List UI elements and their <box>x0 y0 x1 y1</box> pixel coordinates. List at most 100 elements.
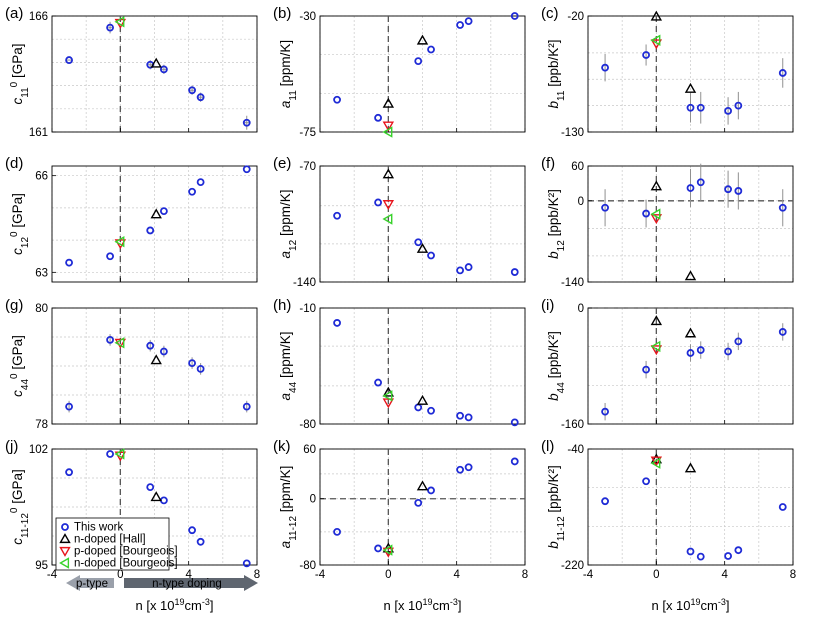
panel-i: 0 -160 (i) b44 [ppb/K²] <box>541 297 794 431</box>
y-tick-label: -130 <box>561 127 584 139</box>
data-point-this-work <box>601 203 609 212</box>
y-axis-label: c110 [GPa] <box>9 44 31 105</box>
data-point-hall <box>150 491 162 502</box>
data-point-this-work <box>374 113 382 122</box>
data-point-this-work <box>159 65 168 74</box>
data-point-this-work <box>464 413 473 422</box>
data-point-n-bourgeois <box>114 236 125 248</box>
panel-label: (b) <box>273 5 291 22</box>
data-point-this-work <box>242 559 251 568</box>
data-point-hall <box>416 242 429 253</box>
panel-d: 66 63 (d) c120 [GPa] <box>5 155 258 283</box>
data-point-this-work <box>106 450 114 458</box>
data-point-n-bourgeois <box>650 340 661 353</box>
plot-frame <box>319 307 526 425</box>
data-point-this-work <box>242 402 251 411</box>
data-point-this-work <box>414 498 423 507</box>
y-tick-label: 63 <box>35 267 48 279</box>
legend-marker-p-bourgeois <box>59 546 71 557</box>
data-point-this-work <box>196 364 205 373</box>
y-tick-label: 60 <box>571 161 584 173</box>
data-point-this-work <box>414 403 423 412</box>
y-tick-label: -10 <box>299 303 316 315</box>
y-tick-label: -20 <box>567 11 584 23</box>
data-point-n-bourgeois <box>650 34 661 46</box>
data-point-this-work <box>188 526 196 535</box>
plot-frame <box>319 448 526 566</box>
data-point-this-work <box>696 346 705 354</box>
legend-marker-hall <box>59 533 71 544</box>
y-tick-label: 95 <box>35 560 48 572</box>
panel-label: (e) <box>273 155 291 172</box>
plot-frame <box>319 165 526 283</box>
data-point-this-work <box>734 337 743 346</box>
data-point-this-work <box>778 69 787 77</box>
x-tick-label: -4 <box>315 569 326 581</box>
y-tick-label: -140 <box>293 277 316 289</box>
data-point-this-work <box>414 238 423 247</box>
data-point-hall <box>650 315 663 326</box>
data-point-this-work <box>146 226 155 235</box>
data-point-hall <box>416 480 429 491</box>
legend-label: p-doped [Bourgeois] <box>74 546 178 558</box>
data-point-n-bourgeois <box>382 213 393 225</box>
x-tick-label: 0 <box>653 569 659 581</box>
data-point-this-work <box>464 263 473 271</box>
y-tick-label: -30 <box>299 11 316 23</box>
plot-frame <box>51 307 258 425</box>
data-point-this-work <box>106 335 114 344</box>
data-point-this-work <box>464 17 473 26</box>
data-point-hall <box>684 327 697 338</box>
y-tick-label: -75 <box>299 127 316 139</box>
data-point-this-work <box>196 537 205 546</box>
data-point-hall <box>150 354 162 365</box>
data-point-p-bourgeois <box>114 451 127 462</box>
data-point-p-bourgeois <box>382 200 395 211</box>
y-tick-label: -40 <box>567 444 584 456</box>
data-point-this-work <box>414 57 423 66</box>
x-axis-label: n [x 1019cm-3] <box>651 597 729 613</box>
data-point-this-work <box>696 178 705 187</box>
y-tick-label: 78 <box>35 419 48 431</box>
data-point-this-work <box>146 341 155 350</box>
legend-label: This work <box>74 522 123 534</box>
data-point-this-work <box>333 527 341 536</box>
y-axis-label: c11-120 [GPa] <box>9 469 31 544</box>
data-point-this-work <box>456 266 464 275</box>
data-point-this-work <box>242 118 251 127</box>
y-tick-label: 0 <box>578 303 584 315</box>
y-axis-label: b44 [ppb/K²] <box>546 331 567 401</box>
data-point-this-work <box>196 178 205 187</box>
panel-g: 80 78 (g) c440 [GPa] <box>5 297 258 431</box>
y-tick-label: 102 <box>29 444 48 456</box>
x-tick-label: 8 <box>254 569 260 581</box>
y-tick-label: 66 <box>35 171 48 183</box>
data-point-hall <box>416 394 429 405</box>
plot-frame <box>587 448 794 566</box>
data-point-this-work <box>374 198 382 207</box>
arrow-left-label: p-type <box>76 578 108 590</box>
data-point-this-work <box>427 406 435 415</box>
data-point-this-work <box>734 546 743 555</box>
legend-box <box>55 517 170 571</box>
y-tick-label: -160 <box>561 419 584 431</box>
panel-e: -70 -140 (e) a12 [ppm/K] <box>273 155 526 289</box>
data-point-this-work <box>724 107 732 115</box>
data-point-this-work <box>642 477 650 486</box>
data-point-this-work <box>333 211 341 220</box>
x-tick-label: 0 <box>117 569 123 581</box>
data-point-p-bourgeois <box>382 121 395 132</box>
panel-f: 60 0 -140 (f) b12 [ppb/K²] <box>541 155 794 289</box>
data-point-n-bourgeois <box>650 208 661 220</box>
data-point-this-work <box>642 51 650 59</box>
data-point-this-work <box>106 252 114 261</box>
data-point-this-work <box>374 378 382 387</box>
x-axis-label: n [x 1019cm-3] <box>383 597 461 613</box>
data-point-this-work <box>333 95 341 104</box>
data-point-this-work <box>159 496 168 505</box>
y-axis-label: c440 [GPa] <box>9 335 31 397</box>
data-point-n-bourgeois <box>382 126 393 138</box>
y-axis-label: a44 [ppm/K] <box>278 332 299 401</box>
